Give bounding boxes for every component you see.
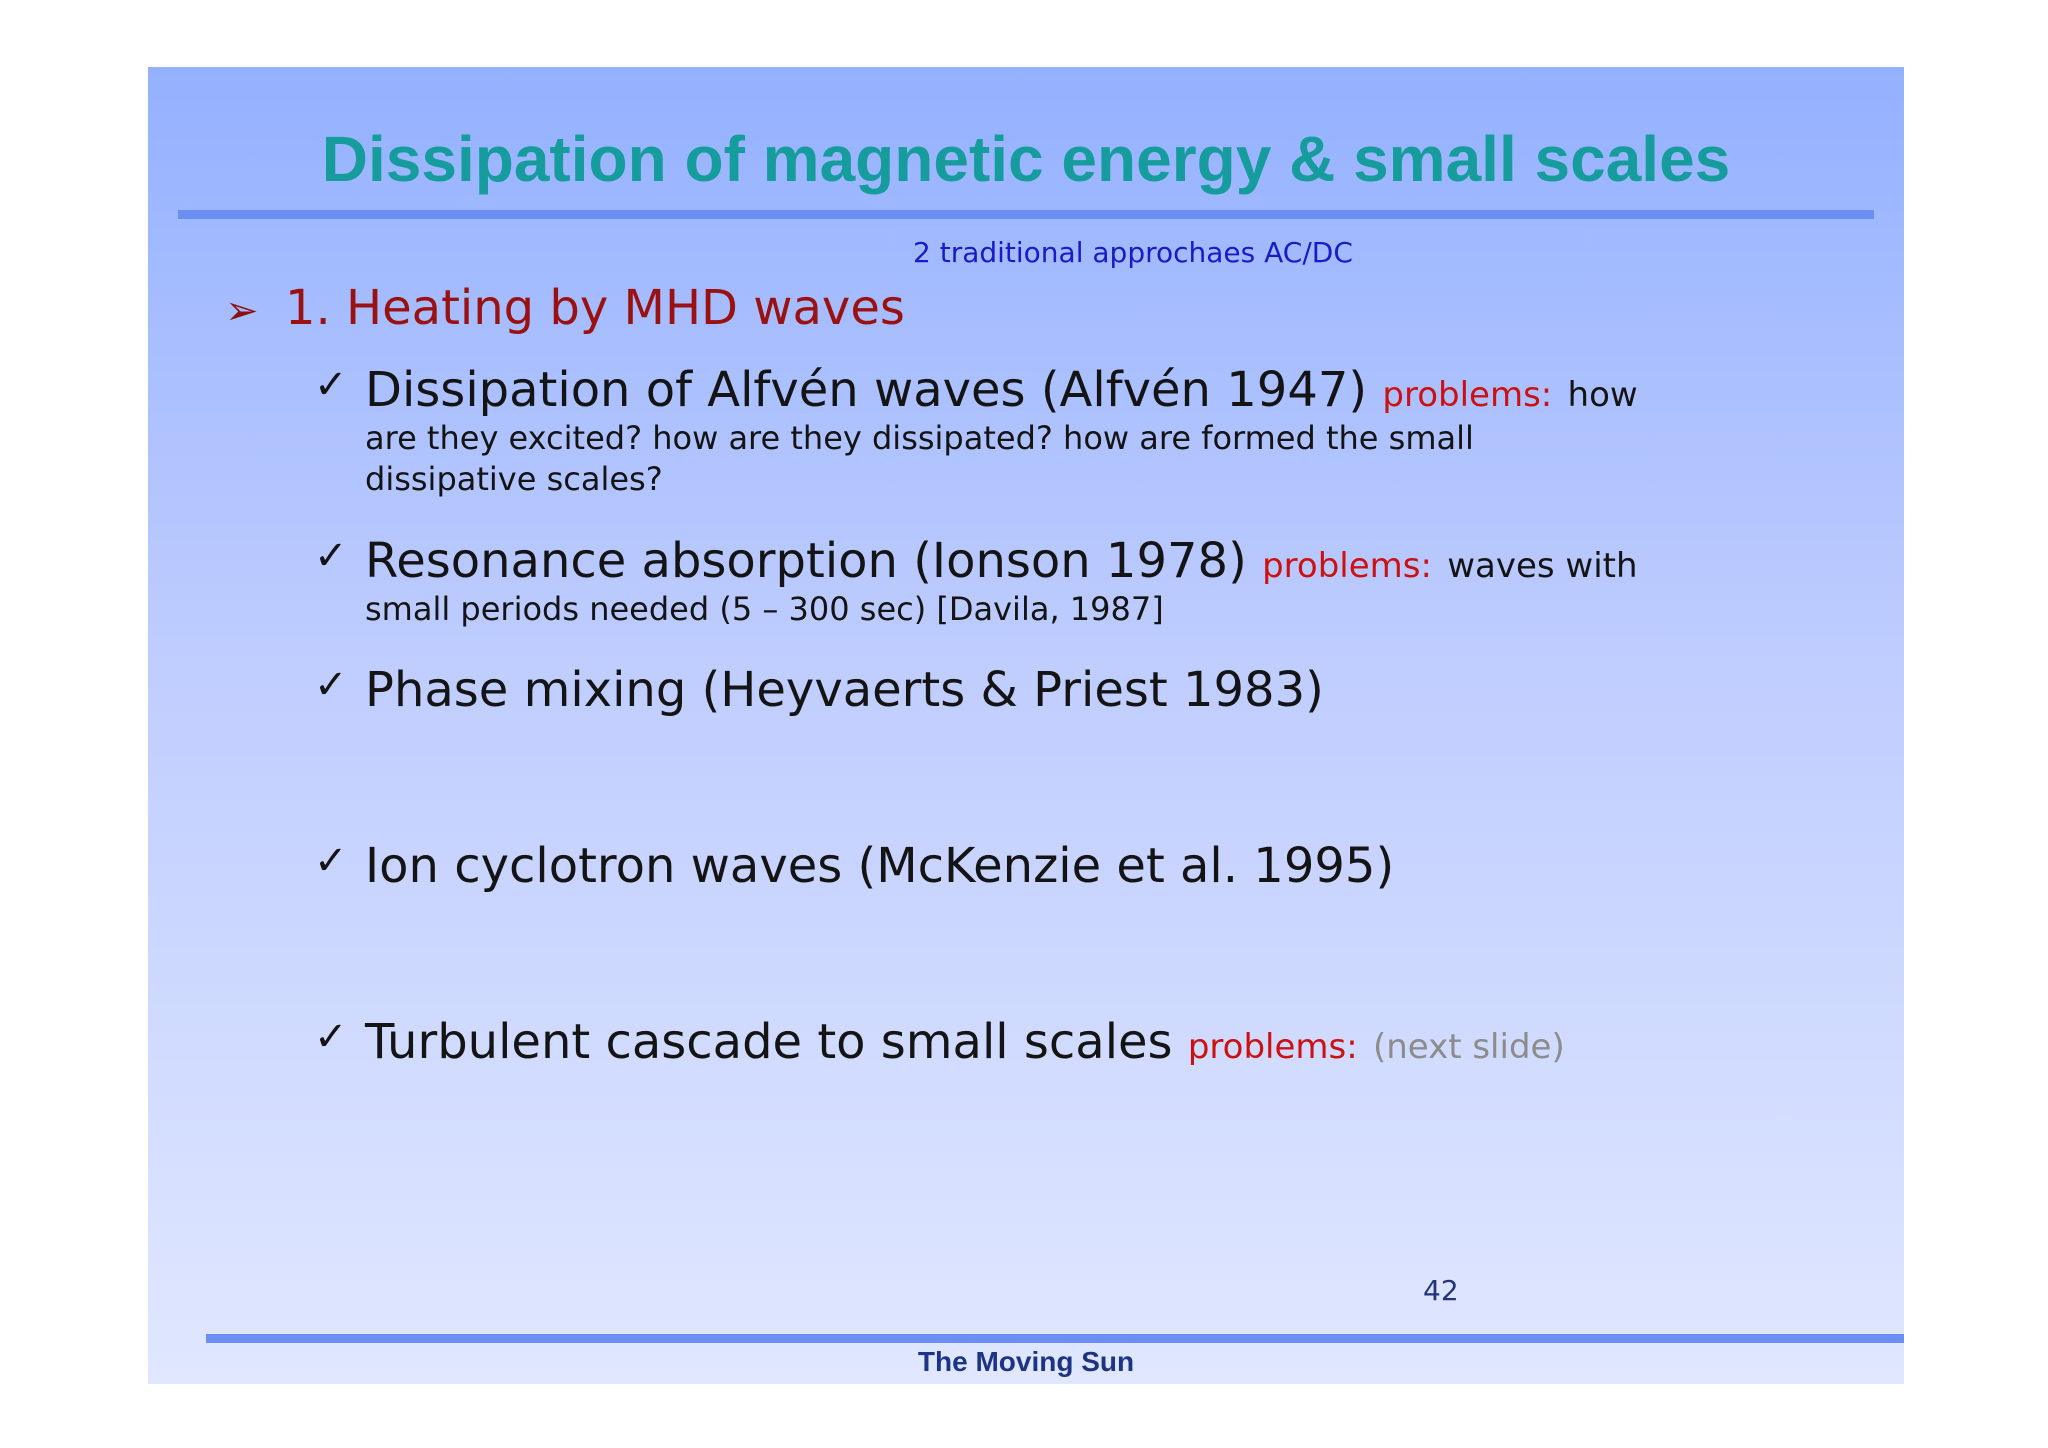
page-number: 42 bbox=[1423, 1274, 1459, 1307]
check-icon: ✓ bbox=[314, 662, 348, 708]
list-item-text-line: Phase mixing (Heyvaerts & Priest 1983) bbox=[365, 662, 1324, 718]
list-item-text-line: Resonance absorption (Ionson 1978) probl… bbox=[365, 533, 1638, 589]
item-subtext: small periods needed (5 – 300 sec) [Davi… bbox=[365, 590, 1164, 628]
footer-divider bbox=[206, 1334, 1904, 1343]
title-divider bbox=[178, 210, 1874, 219]
list-item-text-line: Turbulent cascade to small scales proble… bbox=[365, 1014, 1565, 1070]
problems-label: problems: bbox=[1187, 1027, 1358, 1067]
list-item-turbulent-cascade: ✓ Turbulent cascade to small scales prob… bbox=[314, 1014, 1565, 1070]
item-text: Ion cyclotron waves (McKenzie et al. 199… bbox=[365, 838, 1395, 894]
check-icon: ✓ bbox=[314, 1014, 348, 1060]
list-item-phase-mixing: ✓ Phase mixing (Heyvaerts & Priest 1983) bbox=[314, 662, 1324, 718]
item-text: Resonance absorption (Ionson 1978) bbox=[365, 533, 1247, 589]
item-text: Turbulent cascade to small scales bbox=[365, 1014, 1173, 1070]
item-subtext: dissipative scales? bbox=[365, 460, 663, 498]
list-item-text-line: Ion cyclotron waves (McKenzie et al. 199… bbox=[365, 838, 1394, 894]
arrow-bullet-icon: ➢ bbox=[225, 288, 259, 334]
problems-text: waves with bbox=[1447, 546, 1638, 586]
list-item-alfven-waves: ✓ Dissipation of Alfvén waves (Alfvén 19… bbox=[314, 362, 1638, 500]
slide: Dissipation of magnetic energy & small s… bbox=[148, 67, 1904, 1384]
check-icon: ✓ bbox=[314, 362, 348, 408]
footer-text: The Moving Sun bbox=[917, 1346, 1135, 1377]
problems-text: how bbox=[1567, 375, 1638, 415]
check-icon: ✓ bbox=[314, 533, 348, 579]
list-item-ion-cyclotron: ✓ Ion cyclotron waves (McKenzie et al. 1… bbox=[314, 838, 1394, 894]
slide-title: Dissipation of magnetic energy & small s… bbox=[321, 123, 1731, 195]
problems-text: (next slide) bbox=[1372, 1027, 1565, 1067]
item-subtext: are they excited? how are they dissipate… bbox=[365, 419, 1474, 457]
section-heading: ➢ 1. Heating by MHD waves bbox=[225, 280, 905, 336]
note-textbox: 2 traditional approchaes AC/DC bbox=[893, 228, 1590, 296]
item-text: Dissipation of Alfvén waves (Alfvén 1947… bbox=[365, 362, 1368, 418]
check-icon: ✓ bbox=[314, 838, 348, 884]
list-item-text-line: Dissipation of Alfvén waves (Alfvén 1947… bbox=[365, 362, 1638, 418]
section-heading-text: 1. Heating by MHD waves bbox=[285, 280, 905, 336]
item-text: Phase mixing (Heyvaerts & Priest 1983) bbox=[365, 662, 1324, 718]
list-item-resonance-absorption: ✓ Resonance absorption (Ionson 1978) pro… bbox=[314, 533, 1638, 630]
problems-label: problems: bbox=[1262, 546, 1432, 586]
problems-label: problems: bbox=[1382, 375, 1553, 415]
